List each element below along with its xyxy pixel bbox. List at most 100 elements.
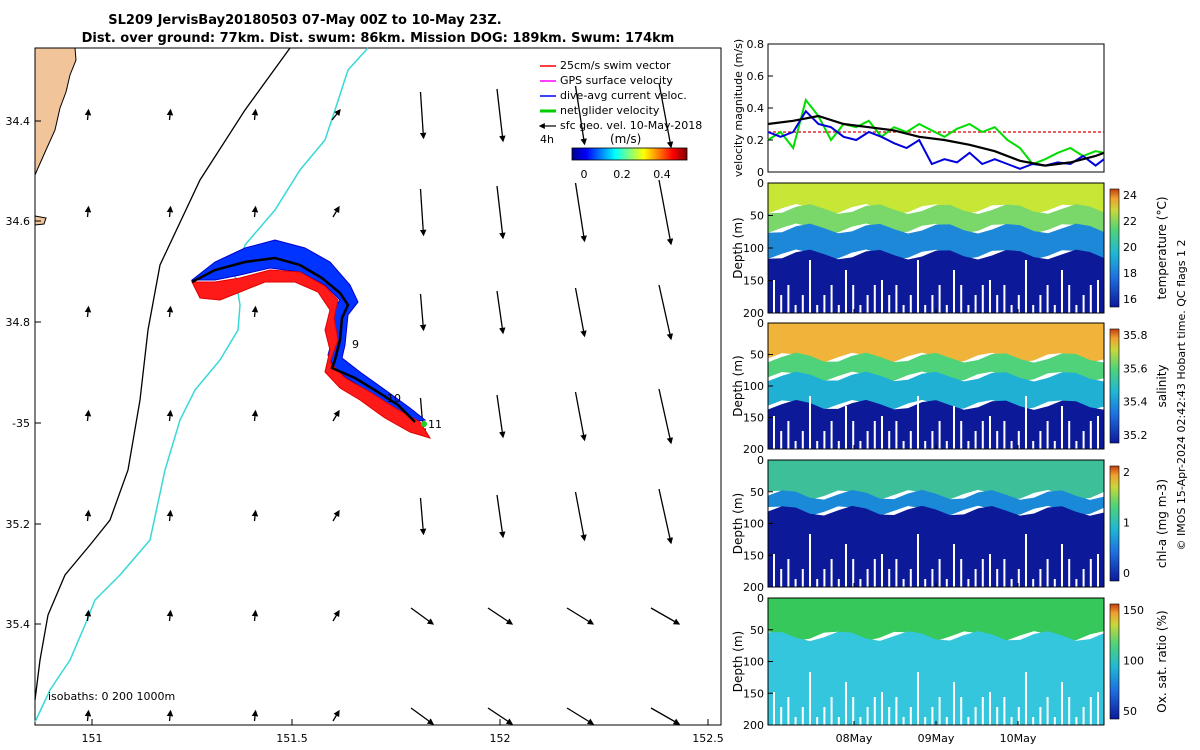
glider-track-line xyxy=(191,256,416,423)
depth-tick: 100 xyxy=(743,656,764,669)
velocity-arrow xyxy=(166,509,174,522)
profile-colorbar xyxy=(1109,188,1120,308)
velocity-series xyxy=(767,97,1105,170)
velocity-arrow xyxy=(487,607,514,625)
velocity-arrow xyxy=(84,609,92,622)
colorbar-tick: 150 xyxy=(1123,604,1144,617)
colorbar-unit: (m/s) xyxy=(610,132,641,146)
colorbar-tick: 18 xyxy=(1123,267,1137,280)
velocity-arrow xyxy=(251,509,259,522)
legend-net-glider-velocity: net glider velocity xyxy=(560,104,660,117)
depth-tick: 0 xyxy=(757,317,764,330)
depth-tick: 150 xyxy=(743,412,764,425)
velocity-arrow xyxy=(496,290,506,335)
profile-layer xyxy=(768,371,1104,410)
time-tick-09may: 09May xyxy=(918,732,955,745)
depth-axis-label: Depth (m) xyxy=(731,493,745,554)
velocity-ytick: 0.4 xyxy=(747,102,765,115)
colorbar-label: temperature (°C) xyxy=(1155,197,1169,300)
velocity-arrow xyxy=(574,85,587,146)
legend-dive-avg-current: dive-avg current veloc. xyxy=(560,89,687,102)
depth-tick: 200 xyxy=(743,307,764,320)
profile-layer xyxy=(768,223,1104,260)
time-tick-08may: 08May xyxy=(836,732,873,745)
velocity-arrow xyxy=(251,305,259,318)
velocity-arrow xyxy=(166,205,174,218)
title-line1: SL209 JervisBay20180503 07-May 00Z to 10… xyxy=(108,13,501,28)
velocity-arrow xyxy=(84,409,92,422)
velocity-arrow xyxy=(84,205,92,218)
velocity-arrow xyxy=(496,394,506,439)
depth-axis-label: Depth (m) xyxy=(731,355,745,416)
velocity-arrow xyxy=(574,491,587,542)
colorbar-tick-0: 0 xyxy=(581,168,588,181)
profile-colorbar xyxy=(1109,328,1120,444)
profile-layer xyxy=(768,323,1104,363)
velocity-arrow xyxy=(496,185,506,240)
legend-swim-vector: 25cm/s swim vector xyxy=(560,59,671,72)
colorbar-tick: 0 xyxy=(1123,567,1130,580)
profile-layer xyxy=(768,598,1104,642)
velocity-arrow xyxy=(658,388,674,445)
colorbar-tick: 1 xyxy=(1123,517,1130,530)
credit-text: © IMOS 15-Apr-2024 02:42:43 Hobart time.… xyxy=(1175,240,1188,551)
depth-tick: 100 xyxy=(743,518,764,531)
coastline-land xyxy=(34,47,77,176)
velocity-arrow xyxy=(566,707,595,725)
velocity-arrow xyxy=(487,707,514,725)
day-label-10: 10 xyxy=(387,392,401,405)
velocity-arrow xyxy=(410,607,435,625)
velocity-panel: 0 0.2 0.4 0.6 0.8 velocity magnitude (m/s) xyxy=(732,38,1105,179)
velocity-arrow xyxy=(410,707,435,725)
colorbar-tick: 22 xyxy=(1123,215,1137,228)
velocity-arrow xyxy=(332,409,340,422)
map-xtick-151.5: 151.5 xyxy=(276,732,308,745)
velocity-ylabel: velocity magnitude (m/s) xyxy=(732,39,745,177)
velocity-ytick: 0.2 xyxy=(747,134,765,147)
velocity-arrow xyxy=(332,609,340,622)
depth-tick: 100 xyxy=(743,242,764,255)
map-ytick-34.6: 34.6 xyxy=(6,215,31,228)
depth-tick: 150 xyxy=(743,549,764,562)
velocity-arrow xyxy=(658,179,674,246)
velocity-frame xyxy=(767,43,1105,173)
map-ytick-34.8: 34.8 xyxy=(6,316,31,329)
depth-tick: 200 xyxy=(743,443,764,456)
velocity-ytick: 0.6 xyxy=(747,70,765,83)
profile-layer xyxy=(768,631,1104,725)
profile-colorbar xyxy=(1109,465,1120,582)
time-tick-10may: 10May xyxy=(1000,732,1037,745)
profile-layer xyxy=(768,249,1104,313)
velocity-arrow xyxy=(419,91,427,140)
map-ytick-35.2: 35.2 xyxy=(6,518,31,531)
colorbar-tick: 20 xyxy=(1123,241,1137,254)
depth-tick: 50 xyxy=(750,486,764,499)
colorbar-tick: 35.8 xyxy=(1123,329,1148,342)
depth-axis-label: Depth (m) xyxy=(731,631,745,692)
velocity-arrow xyxy=(251,709,259,722)
colorbar-label: salinity xyxy=(1155,364,1169,407)
colorbar-label: chl-a (mg m-3) xyxy=(1155,479,1169,568)
velocity-arrow xyxy=(574,287,587,338)
velocity-arrow xyxy=(332,709,340,722)
velocity-arrow xyxy=(84,709,92,722)
depth-tick: 50 xyxy=(750,349,764,362)
map-ytick-34.4: 34.4 xyxy=(6,115,31,128)
profile-colorbar xyxy=(1109,603,1120,720)
velocity-arrow xyxy=(84,305,92,318)
colorbar-tick: 100 xyxy=(1123,655,1144,668)
map-ytick-35.4: 35.4 xyxy=(6,618,31,631)
velocity-arrow xyxy=(166,108,174,121)
map-xtick-151: 151 xyxy=(82,732,103,745)
profile-panel: 0 50 100 150 200 Depth (m) 50 100 150 Ox. sat. ra… xyxy=(731,592,1169,732)
velocity-ytick: 0.8 xyxy=(747,38,765,51)
speed-colorbar xyxy=(571,147,688,161)
depth-tick: 100 xyxy=(743,380,764,393)
isobath-1000m xyxy=(34,47,291,701)
velocity-arrow xyxy=(650,607,681,625)
velocity-series-line xyxy=(767,97,1105,166)
depth-tick: 150 xyxy=(743,687,764,700)
depth-tick: 200 xyxy=(743,719,764,732)
depth-tick: 200 xyxy=(743,581,764,594)
